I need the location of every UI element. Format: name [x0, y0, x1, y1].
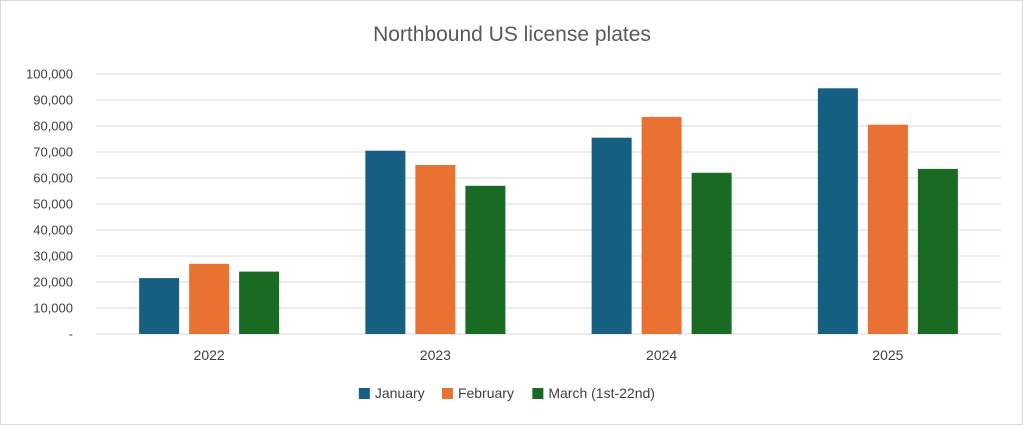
y-tick-label: 40,000 — [33, 223, 73, 238]
y-tick-label: 50,000 — [33, 197, 73, 212]
y-tick-label: 30,000 — [33, 249, 73, 264]
bar-march-2022 — [239, 271, 280, 334]
y-tick-label: 70,000 — [33, 145, 73, 160]
y-tick-label: 60,000 — [33, 171, 73, 186]
chart-title: Northbound US license plates — [373, 23, 651, 46]
bar-february-2025 — [867, 124, 908, 334]
x-category-label: 2025 — [872, 347, 903, 363]
legend-label: February — [458, 385, 514, 401]
y-tick-label: 20,000 — [33, 275, 73, 290]
bar-january-2024 — [591, 137, 632, 334]
x-category-label: 2024 — [646, 347, 677, 363]
y-tick-label: 100,000 — [26, 67, 73, 82]
gridlines — [96, 73, 1001, 335]
y-tick-label: - — [69, 327, 73, 342]
x-category-label: 2023 — [420, 347, 451, 363]
y-axis: - 10,000 20,000 30,000 40,000 50,000 60,000 70,… — [26, 67, 73, 342]
y-tick-label: 80,000 — [33, 119, 73, 134]
legend-swatch — [532, 388, 544, 399]
bar-march-2024 — [691, 172, 732, 334]
legend-label: January — [375, 385, 425, 401]
bar-march-2023 — [465, 185, 506, 334]
bars — [139, 88, 958, 335]
x-axis: 2022 2023 2024 2025 — [194, 347, 904, 363]
bar-january-2022 — [139, 278, 180, 334]
legend: January February March (1st-22nd) — [358, 385, 655, 401]
bar-february-2024 — [641, 116, 682, 335]
legend-swatch — [441, 388, 453, 399]
bar-january-2023 — [365, 150, 406, 334]
bar-january-2025 — [817, 88, 858, 334]
legend-label: March (1st-22nd) — [548, 385, 655, 401]
legend-swatch — [358, 388, 370, 399]
y-tick-label: 90,000 — [33, 93, 73, 108]
bar-march-2025 — [917, 168, 958, 334]
y-tick-label: 10,000 — [33, 301, 73, 316]
x-category-label: 2022 — [194, 347, 225, 363]
bar-february-2023 — [415, 165, 456, 334]
bar-february-2022 — [189, 263, 230, 334]
